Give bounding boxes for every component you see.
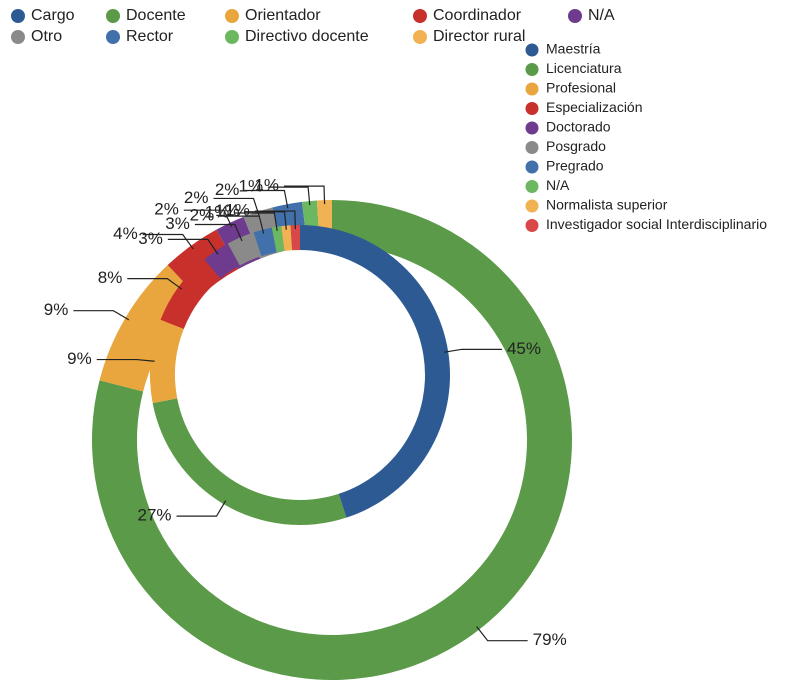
data-label: 1% [205,203,230,222]
slice [281,225,293,251]
data-label: 1% [225,201,250,220]
legend-swatch [11,30,25,44]
legend-swatch [525,102,539,115]
legend-swatch [413,9,427,23]
data-label: 8% [98,268,123,287]
legend-swatch [525,43,539,57]
leader-line [213,197,260,216]
legend-swatch [525,219,539,232]
data-label: 3% [165,214,190,233]
data-label: 45% [507,339,541,358]
slice [160,259,221,329]
legend-swatch [413,30,427,44]
legend-label: Orientador [245,7,321,24]
leader-line [284,185,326,205]
leader-line [194,223,243,242]
legend-label: Otro [31,28,62,45]
leader-line [268,186,311,206]
data-label: 79% [533,630,567,649]
legend-label: Posgrado [546,138,606,154]
data-label: 2% [215,180,240,199]
data-label: 2% [184,188,209,207]
legend-label: Docente [126,7,186,24]
legend-swatch [525,199,539,213]
legend-label: Licenciatura [546,60,622,76]
leader-line [73,310,130,321]
legend-swatch [568,9,582,23]
leader-line [244,211,287,230]
legend-label: Maestría [546,41,601,57]
slice [204,243,240,279]
slice [227,232,262,266]
leader-line [96,358,155,362]
legend-swatch [106,30,120,44]
leader-line [444,348,502,353]
data-label: 1% [254,176,279,195]
data-label: 2% [190,206,215,225]
legend-label: Profesional [546,80,616,96]
data-label: 1% [215,201,240,220]
leader-line [183,209,233,227]
data-label: 9% [67,349,92,368]
data-label: 1% [239,177,264,196]
legend-swatch [525,141,539,154]
legend-swatch [225,30,239,44]
legend-label: Especialización [546,99,643,115]
leader-line [167,238,219,255]
legend-label: Normalista superior [546,197,668,213]
legend-label: Rector [126,28,174,45]
leader-line [234,212,278,231]
legend-label: Investigador social Interdisciplinario [546,216,767,232]
leader-line [176,500,227,517]
data-label: 4% [113,224,138,243]
slice [253,227,277,257]
legend-label: Coordinador [433,7,522,24]
legend-label: N/A [546,177,570,193]
legend-label: Directivo docente [245,28,369,45]
legend-swatch [225,9,239,23]
leader-line [219,215,265,234]
legend-swatch [525,121,539,135]
data-label: 3% [138,229,163,248]
legend-swatch [525,82,539,96]
legend-label: N/A [588,7,615,24]
slice [290,225,300,251]
leader-line [244,189,289,209]
leader-line [254,210,297,230]
slice [149,319,184,404]
leader-line [127,278,183,290]
legend-label: Cargo [31,7,75,24]
legend-label: Director rural [433,28,525,45]
data-label: 9% [44,300,69,319]
legend-swatch [11,9,25,23]
leader-line [142,233,194,250]
legend-swatch [106,9,120,23]
data-label: 27% [137,506,171,525]
slice [271,226,285,253]
legend-label: Doctorado [546,119,611,135]
legend-swatch [525,180,539,193]
leader-line [476,626,528,642]
legend-swatch [525,160,539,174]
slice [152,398,347,525]
slice [300,225,450,518]
data-label: 2% [154,200,179,219]
legend-label: Pregrado [546,158,604,174]
legend-swatch [525,63,539,76]
